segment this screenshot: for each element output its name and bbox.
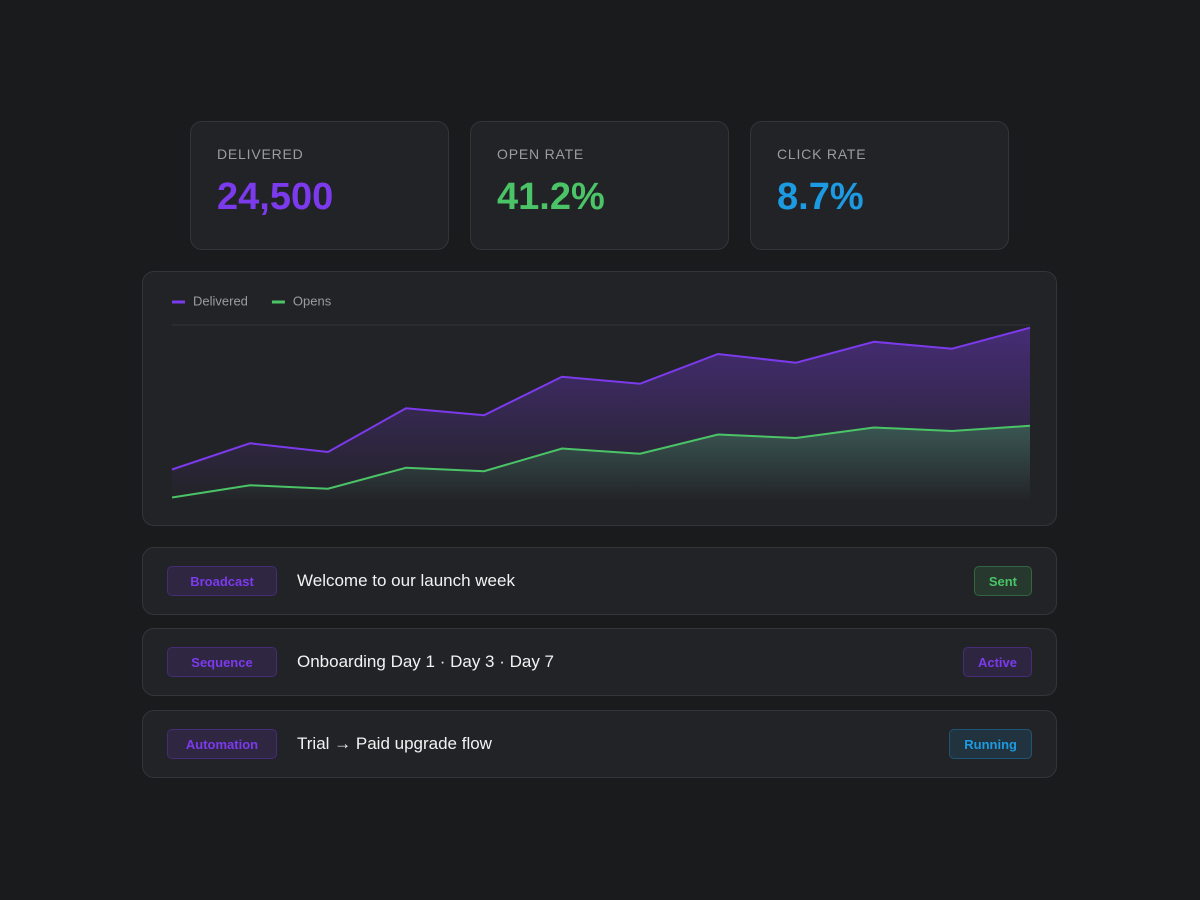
campaign-title: Onboarding Day 1 · Day 3 · Day 7 <box>297 652 555 671</box>
stat-card: DELIVERED 24,500 <box>190 121 449 250</box>
campaign-row[interactable]: Broadcast Welcome to our launch week Sen… <box>142 547 1057 615</box>
chart-card: Delivered Opens <box>142 271 1057 526</box>
chart: Delivered Opens <box>171 293 1031 501</box>
campaign-row[interactable]: Sequence Onboarding Day 1 · Day 3 · Day … <box>142 628 1057 696</box>
line <box>171 326 1031 471</box>
type-badge: Sequence <box>167 647 277 677</box>
stat-value: 8.7% <box>777 176 864 218</box>
status-badge: Running <box>949 729 1032 759</box>
stat-label: OPEN RATE <box>497 146 585 162</box>
legend-label: Opens <box>293 293 332 308</box>
stat-card: CLICK RATE 8.7% <box>750 121 1009 250</box>
status-badge: Active <box>962 647 1032 677</box>
stat-value: 24,500 <box>217 176 334 218</box>
campaign-row[interactable]: Automation Trial → Paid upgrade flow Run… <box>142 710 1057 778</box>
area <box>172 425 1030 501</box>
campaign-title: Trial → Paid upgrade flow <box>297 734 492 753</box>
stat-value: 41.2% <box>497 176 605 218</box>
stat-card: OPEN RATE 41.2% <box>470 121 729 250</box>
legend-label: Delivered <box>193 293 248 308</box>
type-badge: Automation <box>167 729 277 759</box>
status-badge: Sent <box>973 566 1032 596</box>
stat-label: CLICK RATE <box>777 146 867 162</box>
campaign-title: Welcome to our launch week <box>297 571 515 590</box>
line <box>171 424 1031 499</box>
stat-label: DELIVERED <box>217 146 304 162</box>
type-badge: Broadcast <box>167 566 277 596</box>
